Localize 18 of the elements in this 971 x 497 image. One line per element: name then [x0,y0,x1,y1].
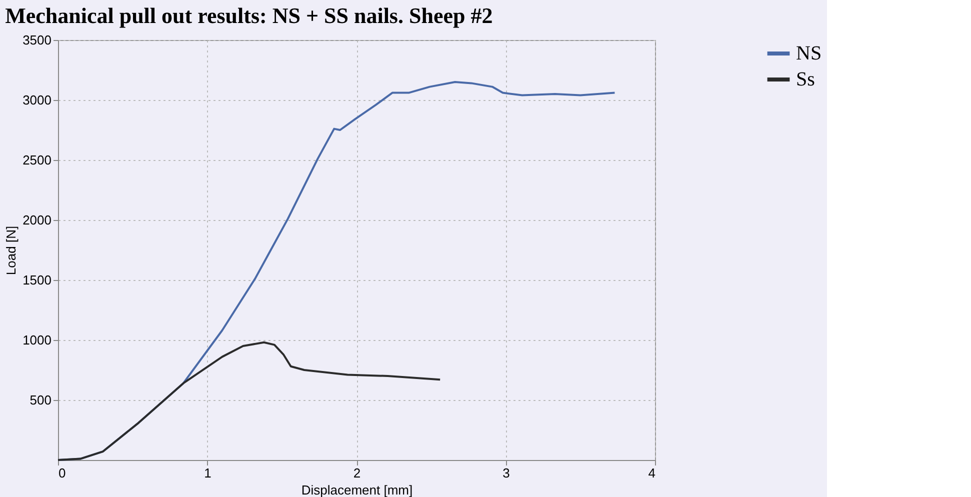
x-tick-label: 1 [204,466,212,480]
y-tick-label: 500 [30,392,52,408]
chart-title: Mechanical pull out results: NS + SS nails. Sheep #2 [5,3,493,28]
x-axis-title: Displacement [mm] [301,482,413,497]
x-tick-label: 3 [502,466,510,480]
y-tick-label: 1000 [22,332,52,348]
x-tick-label: 4 [648,466,656,480]
y-tick-label: 2000 [22,212,52,228]
y-tick-label: 1500 [22,272,52,288]
legend-label: Ss [796,68,816,90]
x-tick-label: 0 [58,466,66,480]
y-tick-label: 2500 [22,152,52,168]
legend-label: NS [796,42,822,64]
x-tick-label: 2 [353,466,361,480]
line-series [57,341,442,461]
y-axis-title: Load [N] [4,226,19,276]
y-tick-label: 3500 [22,32,52,48]
y-tick-label: 3000 [22,92,52,108]
